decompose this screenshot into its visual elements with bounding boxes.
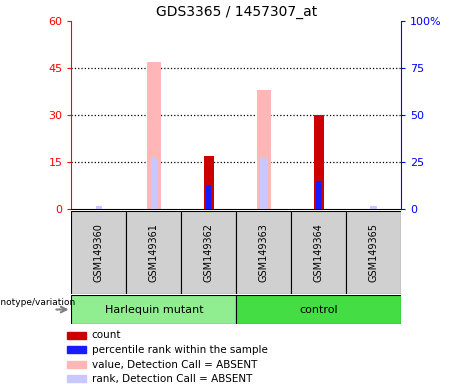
Text: control: control (299, 305, 338, 314)
Bar (67, 376, 86, 382)
Title: GDS3365 / 1457307_at: GDS3365 / 1457307_at (156, 5, 317, 19)
Text: GSM149363: GSM149363 (259, 223, 269, 282)
Bar (67, 332, 86, 339)
Bar (316, 181, 321, 209)
Bar (207, 185, 211, 209)
Text: GSM149364: GSM149364 (313, 223, 324, 282)
Bar (147, 62, 161, 209)
Bar (126, 211, 181, 294)
Bar (71, 211, 126, 294)
Text: percentile rank within the sample: percentile rank within the sample (92, 345, 268, 355)
Bar (370, 207, 377, 209)
Bar (314, 115, 324, 209)
Text: GSM149361: GSM149361 (149, 223, 159, 282)
Text: GSM149360: GSM149360 (94, 223, 104, 282)
Bar (71, 295, 236, 324)
Text: rank, Detection Call = ABSENT: rank, Detection Call = ABSENT (92, 374, 252, 384)
Bar (151, 157, 157, 209)
Bar (67, 361, 86, 368)
Bar (67, 346, 86, 353)
Bar (236, 295, 401, 324)
Bar (291, 211, 346, 294)
Bar (236, 211, 291, 294)
Bar (257, 90, 271, 209)
Text: Harlequin mutant: Harlequin mutant (105, 305, 203, 314)
Text: genotype/variation: genotype/variation (0, 298, 75, 306)
Bar (260, 159, 267, 209)
Bar (95, 207, 102, 209)
Text: GSM149365: GSM149365 (369, 223, 378, 282)
Bar (346, 211, 401, 294)
Bar (204, 156, 214, 209)
Text: count: count (92, 330, 121, 340)
Text: GSM149362: GSM149362 (204, 223, 214, 282)
Bar (181, 211, 236, 294)
Text: value, Detection Call = ABSENT: value, Detection Call = ABSENT (92, 360, 257, 370)
